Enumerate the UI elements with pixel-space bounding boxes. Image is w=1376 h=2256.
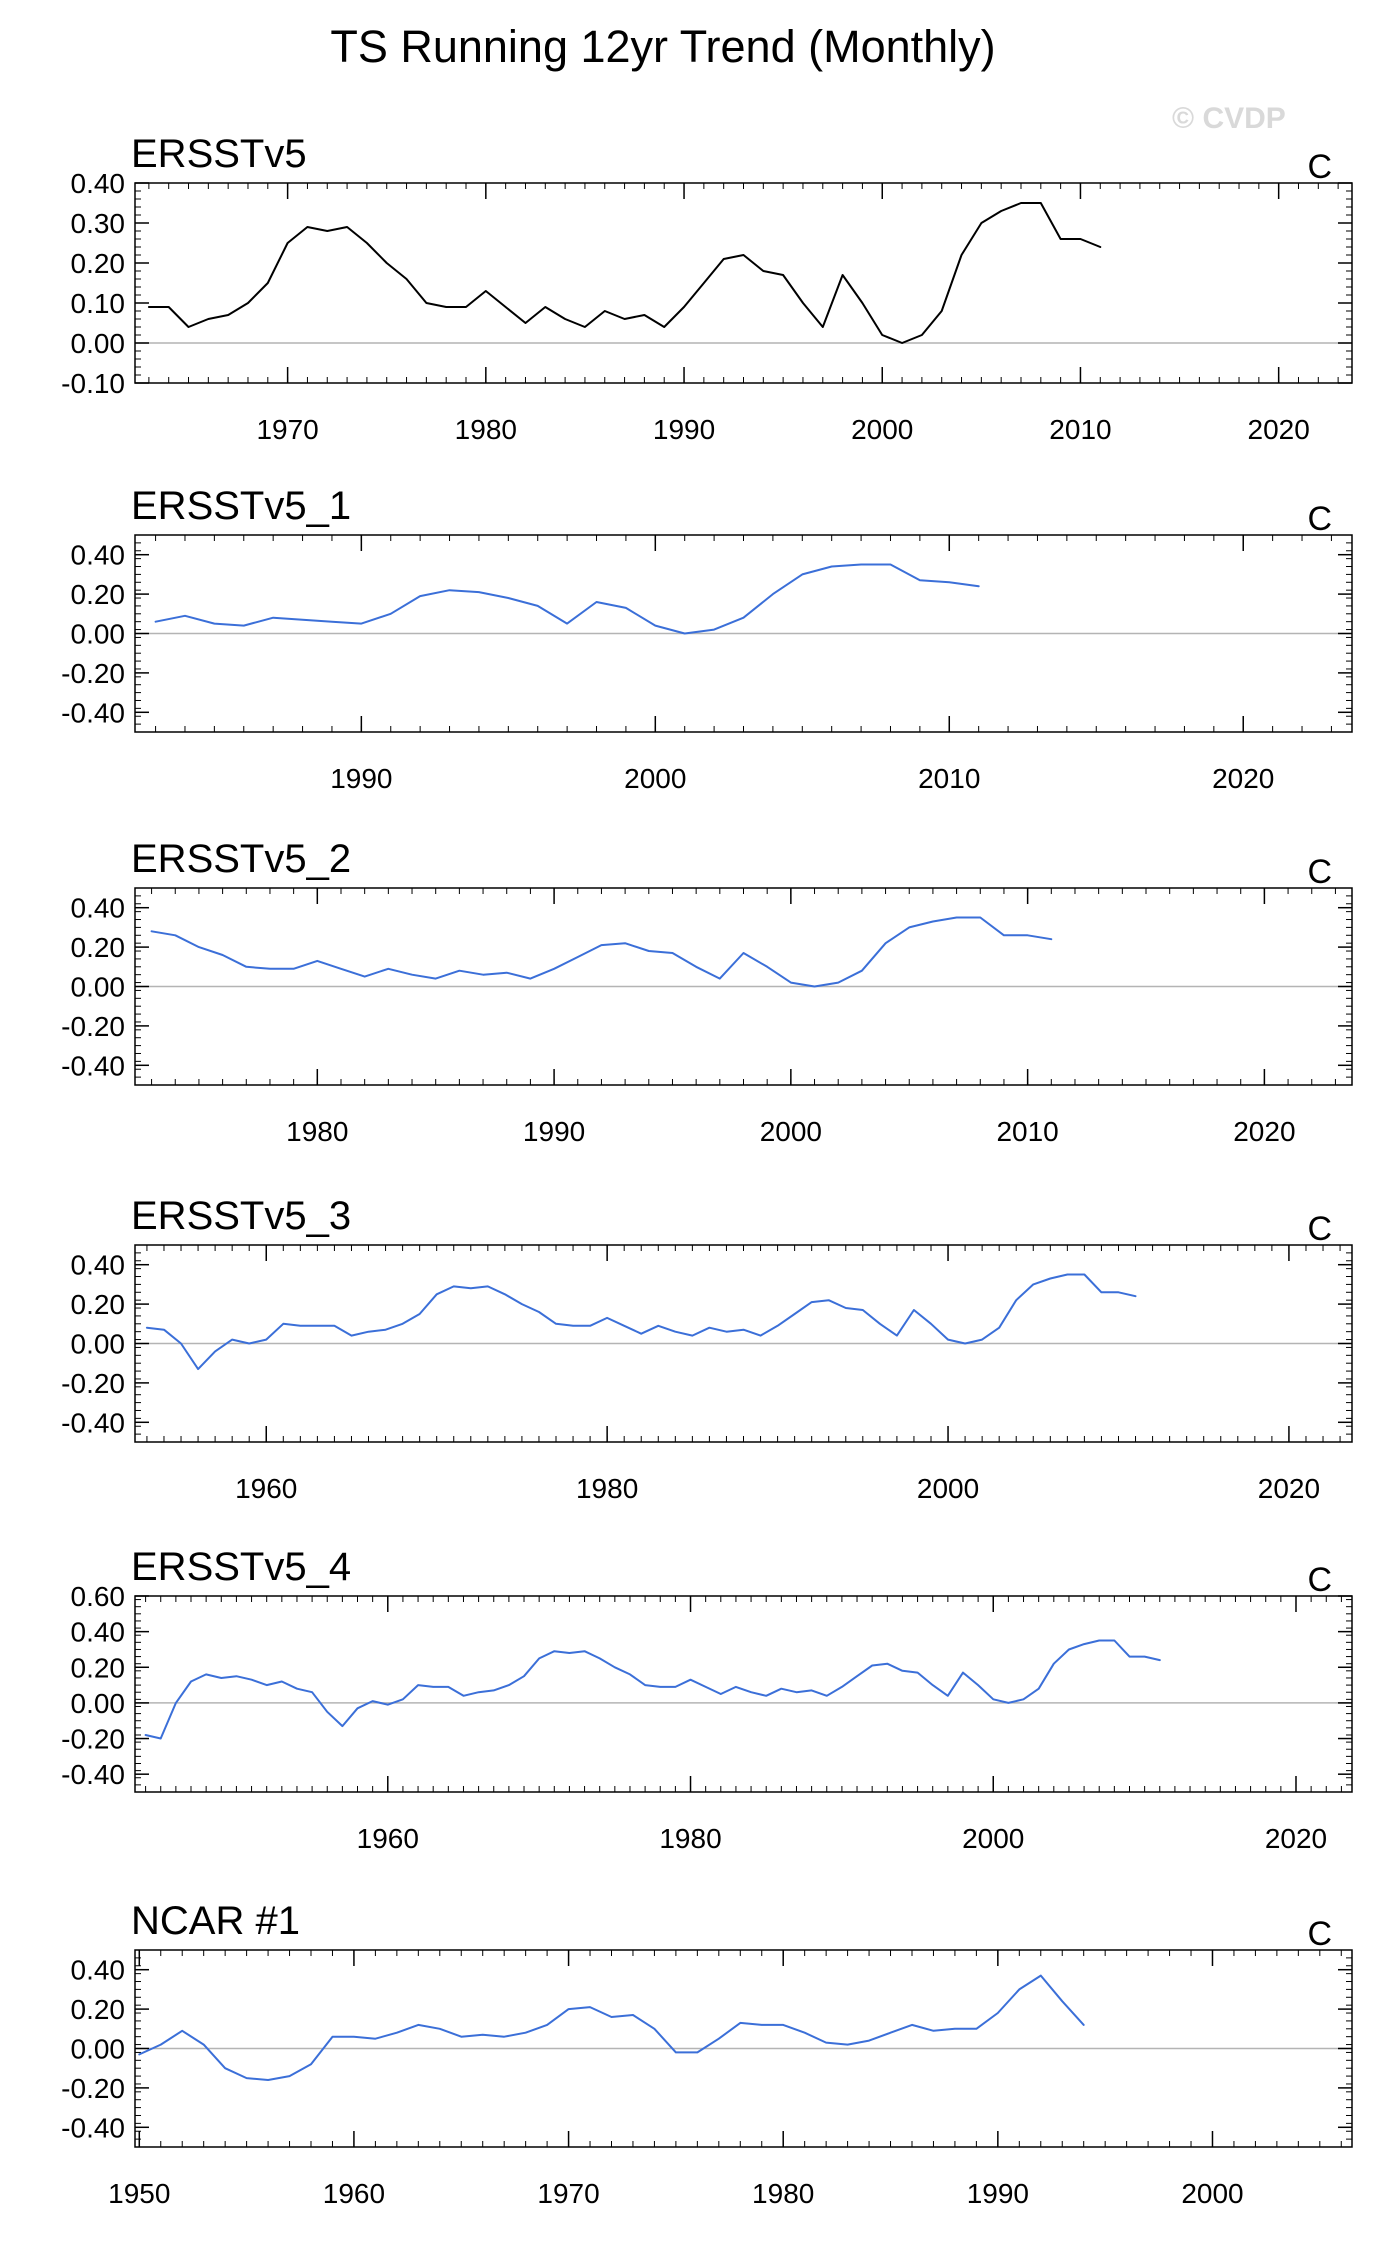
y-tick-label: 0.00 — [71, 2034, 126, 2065]
x-tick-label: 1990 — [653, 414, 715, 445]
y-tick-label: 0.40 — [71, 893, 126, 924]
panel-title: ERSSTv5_4 — [131, 1545, 351, 1589]
panel-title: ERSSTv5_3 — [131, 1194, 351, 1238]
panel-units: C — [1307, 1561, 1332, 1599]
y-tick-label: -0.40 — [61, 1759, 125, 1790]
x-tick-label: 2020 — [1248, 414, 1310, 445]
x-tick-label: 1960 — [323, 2178, 385, 2209]
plot-frame — [134, 182, 1353, 384]
panel-title: ERSSTv5_1 — [131, 484, 351, 528]
x-tick-label: 2010 — [996, 1116, 1058, 1147]
y-tick-label: 0.20 — [71, 1994, 126, 2025]
x-tick-label: 1980 — [455, 414, 517, 445]
y-tick-label: 0.20 — [71, 1289, 126, 1320]
y-tick-label: 0.20 — [71, 932, 126, 963]
x-tick-label: 2000 — [962, 1823, 1024, 1854]
plot-frame — [134, 1244, 1353, 1443]
panel-title: ERSSTv5 — [131, 132, 307, 176]
chart-panel-5: ERSSTv5_4 C -0.40 -0.20 0.00 0.20 0.40 0.60 1960… — [61, 1545, 1353, 1854]
y-tick-label: -0.40 — [61, 697, 125, 728]
x-tick-label: 2000 — [760, 1116, 822, 1147]
watermark-text: © CVDP — [1172, 102, 1286, 135]
y-tick-label: 0.40 — [71, 540, 126, 571]
panel-units: C — [1307, 500, 1332, 538]
y-tick-label: -0.10 — [61, 368, 125, 399]
y-tick-label: -0.20 — [61, 1368, 125, 1399]
panel-units: C — [1307, 1915, 1332, 1953]
panels-container: ERSSTv5 C -0.10 0.00 0.10 0.20 0.30 0.40 1970 198… — [61, 132, 1353, 2209]
y-tick-label: 0.00 — [71, 619, 126, 650]
y-tick-label: 0.40 — [71, 168, 126, 199]
y-tick-label: 0.00 — [71, 1688, 126, 1719]
chart-panel-4: ERSSTv5_3 C -0.40 -0.20 0.00 0.20 0.40 1960 1980… — [61, 1194, 1353, 1504]
panel-units: C — [1307, 1210, 1332, 1248]
y-tick-label: -0.20 — [61, 1011, 125, 1042]
plot-frame — [134, 1949, 1353, 2148]
x-tick-label: 2020 — [1258, 1473, 1320, 1504]
y-tick-label: 0.20 — [71, 579, 126, 610]
y-tick-label: -0.20 — [61, 2073, 125, 2104]
x-tick-label: 1980 — [576, 1473, 638, 1504]
x-tick-label: 2010 — [918, 763, 980, 794]
y-tick-label: 0.00 — [71, 1329, 126, 1360]
chart-panel-1: ERSSTv5 C -0.10 0.00 0.10 0.20 0.30 0.40 1970 198… — [61, 132, 1353, 445]
x-tick-label: 2020 — [1233, 1116, 1295, 1147]
x-tick-label: 1980 — [286, 1116, 348, 1147]
plot-frame — [134, 534, 1353, 733]
x-tick-label: 1980 — [659, 1823, 721, 1854]
y-tick-label: 0.40 — [71, 1617, 126, 1648]
panel-title: ERSSTv5_2 — [131, 837, 351, 881]
y-tick-label: 0.00 — [71, 972, 126, 1003]
x-tick-label: 1980 — [752, 2178, 814, 2209]
data-series-line — [154, 563, 980, 635]
y-tick-label: 0.20 — [71, 1652, 126, 1683]
x-tick-label: 1970 — [537, 2178, 599, 2209]
x-tick-label: 1960 — [357, 1823, 419, 1854]
y-tick-label: 0.30 — [71, 208, 126, 239]
y-tick-label: 0.40 — [71, 1250, 126, 1281]
chart-panel-6: NCAR #1 C -0.40 -0.20 0.00 0.20 0.40 1950 1960 19… — [61, 1899, 1353, 2209]
chart-panel-3: ERSSTv5_2 C -0.40 -0.20 0.00 0.20 0.40 1980 1990… — [61, 837, 1353, 1147]
x-tick-label: 2020 — [1265, 1823, 1327, 1854]
x-tick-label: 1970 — [256, 414, 318, 445]
y-tick-label: -0.40 — [61, 1050, 125, 1081]
panel-units: C — [1307, 853, 1332, 891]
x-tick-label: 2000 — [851, 414, 913, 445]
panel-units: C — [1307, 148, 1332, 186]
data-series-line — [147, 202, 1102, 344]
panel-title: NCAR #1 — [131, 1899, 300, 1943]
x-tick-label: 2020 — [1212, 763, 1274, 794]
y-tick-label: -0.40 — [61, 1407, 125, 1438]
x-tick-label: 2000 — [917, 1473, 979, 1504]
x-tick-label: 1960 — [235, 1473, 297, 1504]
y-tick-label: -0.20 — [61, 1724, 125, 1755]
y-tick-label: 0.10 — [71, 288, 126, 319]
data-series-line — [150, 916, 1053, 988]
data-series-line — [145, 1273, 1137, 1371]
figure-title: TS Running 12yr Trend (Monthly) — [330, 21, 995, 72]
chart-panel-2: ERSSTv5_1 C -0.40 -0.20 0.00 0.20 0.40 1990 2000… — [61, 484, 1353, 794]
y-tick-label: 0.40 — [71, 1955, 126, 1986]
x-tick-label: 2000 — [624, 763, 686, 794]
x-tick-label: 2010 — [1049, 414, 1111, 445]
x-tick-label: 1990 — [967, 2178, 1029, 2209]
y-tick-label: 0.20 — [71, 248, 126, 279]
y-tick-label: -0.40 — [61, 2112, 125, 2143]
plot-frame — [134, 887, 1353, 1086]
y-tick-label: -0.20 — [61, 658, 125, 689]
data-series-line — [144, 1639, 1161, 1740]
plot-frame — [134, 1595, 1353, 1793]
y-tick-label: 0.00 — [71, 328, 126, 359]
x-tick-label: 1990 — [523, 1116, 585, 1147]
x-tick-label: 1990 — [330, 763, 392, 794]
y-tick-label: 0.60 — [71, 1581, 126, 1612]
data-series-line — [138, 1974, 1085, 2081]
x-tick-label: 1950 — [108, 2178, 170, 2209]
x-tick-label: 2000 — [1181, 2178, 1243, 2209]
